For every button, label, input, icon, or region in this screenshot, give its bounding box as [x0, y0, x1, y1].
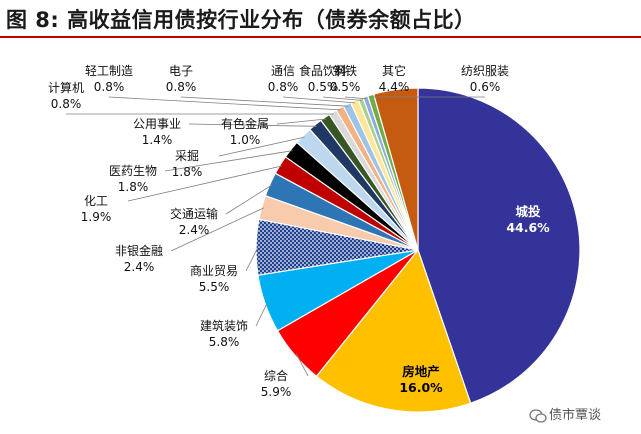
slice-label-19: 其它 4.4% — [379, 63, 410, 94]
slice-label-4: 商业贸易 5.5% — [190, 263, 238, 294]
slice-label-15: 通信 0.8% — [268, 64, 299, 94]
leader-line-10 — [188, 123, 317, 127]
slice-label-0: 城投 44.6% — [506, 204, 550, 235]
chart-title: 图 8: 高收益信用债按行业分布（债券余额占比） — [6, 8, 476, 32]
leader-line-3 — [255, 302, 268, 327]
slice-label-11: 有色金属 1.0% — [221, 116, 269, 147]
slice-label-3: 建筑装饰 5.8% — [200, 318, 248, 349]
leader-line-16 — [322, 96, 362, 101]
leader-line-4 — [245, 247, 259, 272]
leader-line-6 — [225, 184, 272, 215]
slice-label-5: 非银金融 2.4% — [115, 243, 163, 274]
leader-line-17 — [344, 96, 367, 100]
slice-label-18: 纺织服装 0.6% — [461, 64, 509, 94]
pie-slice-0 — [417, 87, 581, 404]
leader-line-5 — [170, 207, 264, 252]
leader-line-13 — [108, 96, 341, 111]
leader-line-19 — [393, 91, 397, 98]
leader-line-15 — [282, 96, 356, 104]
leader-line-8 — [164, 150, 293, 172]
wechat-icon — [529, 408, 547, 423]
slice-label-14: 电子 0.8% — [166, 64, 197, 94]
leader-line-14 — [180, 96, 348, 107]
watermark: 债市覃谈 — [529, 404, 601, 423]
leader-line-2 — [296, 353, 309, 377]
slice-label-12: 计算机 0.8% — [48, 80, 84, 111]
slice-label-13: 轻工制造 0.8% — [85, 64, 133, 94]
slice-label-1: 房地产 16.0% — [399, 364, 443, 395]
slice-label-16: 食品饮料 0.5% — [299, 63, 347, 94]
slice-label-10: 公用事业 1.4% — [133, 117, 181, 147]
slice-label-2: 综合 5.9% — [261, 368, 292, 399]
watermark-text: 债市覃谈 — [549, 408, 602, 423]
slice-label-8: 医药生物 1.8% — [109, 164, 157, 194]
slice-label-9: 采掘 1.8% — [172, 148, 203, 179]
slice-label-7: 化工 1.9% — [81, 194, 112, 224]
slice-label-17: 钢铁 0.5% — [330, 64, 361, 94]
leader-line-7 — [127, 165, 282, 202]
slice-label-6: 交通运输 2.4% — [170, 206, 218, 237]
leader-line-11 — [276, 118, 327, 125]
title-divider — [0, 36, 641, 38]
pie-slice-1 — [315, 248, 472, 413]
leader-line-9 — [218, 136, 305, 157]
pie-slice-19 — [372, 87, 419, 251]
